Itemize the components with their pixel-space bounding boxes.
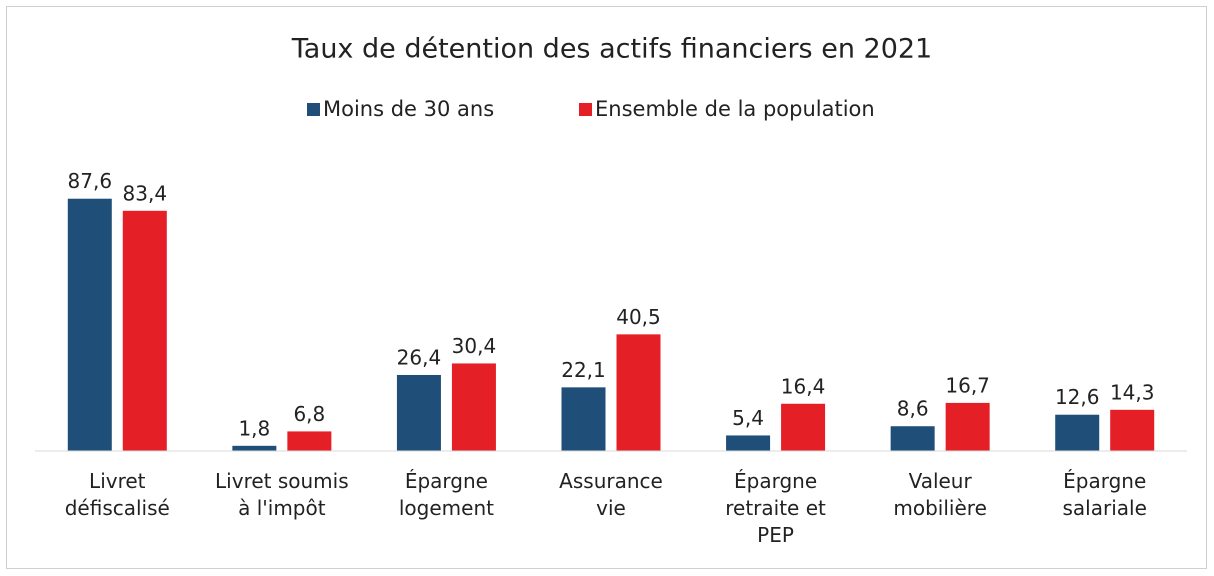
x-tick-label: Livret défiscalisé xyxy=(64,469,170,520)
data-label: 14,3 xyxy=(1110,380,1155,404)
legend-label: Moins de 30 ans xyxy=(323,97,494,121)
bar xyxy=(616,334,661,451)
legend-swatch xyxy=(579,103,592,116)
chart-border xyxy=(6,6,1207,569)
data-label: 40,5 xyxy=(616,305,661,329)
bar xyxy=(67,198,112,451)
x-tick-label: Épargne retraite et PEP xyxy=(725,469,826,547)
chart-title: Taux de détention des actifs financiers … xyxy=(291,34,932,65)
x-tick-label: Assurance vie xyxy=(559,469,663,520)
bar xyxy=(232,445,277,451)
x-tick-label: Valeur mobilière xyxy=(893,469,987,520)
data-label: 16,4 xyxy=(781,374,826,398)
bar xyxy=(287,431,332,451)
x-tick-label: Épargne salariale xyxy=(1062,469,1147,520)
bar xyxy=(890,426,935,451)
bar xyxy=(726,435,771,451)
x-tick-label: Épargne logement xyxy=(398,469,494,520)
bar xyxy=(396,374,441,451)
data-label: 83,4 xyxy=(123,181,168,205)
bar xyxy=(1110,409,1155,451)
legend-label: Ensemble de la population xyxy=(595,97,875,121)
data-label: 6,8 xyxy=(293,402,325,426)
data-label: 1,8 xyxy=(238,416,270,440)
data-label: 16,7 xyxy=(945,373,990,397)
bar xyxy=(561,387,606,451)
data-label: 22,1 xyxy=(561,358,606,382)
x-tick-label: Livret soumis à l'impôt xyxy=(215,469,349,520)
legend-swatch xyxy=(307,103,320,116)
bar xyxy=(122,210,167,451)
data-label: 87,6 xyxy=(68,169,113,193)
bar xyxy=(945,402,990,451)
data-label: 26,4 xyxy=(397,345,442,369)
data-label: 30,4 xyxy=(452,334,497,358)
data-label: 8,6 xyxy=(897,397,929,421)
bar xyxy=(781,403,826,451)
bar xyxy=(1055,414,1100,451)
data-label: 5,4 xyxy=(732,406,764,430)
bar xyxy=(451,363,496,451)
data-label: 12,6 xyxy=(1055,385,1100,409)
